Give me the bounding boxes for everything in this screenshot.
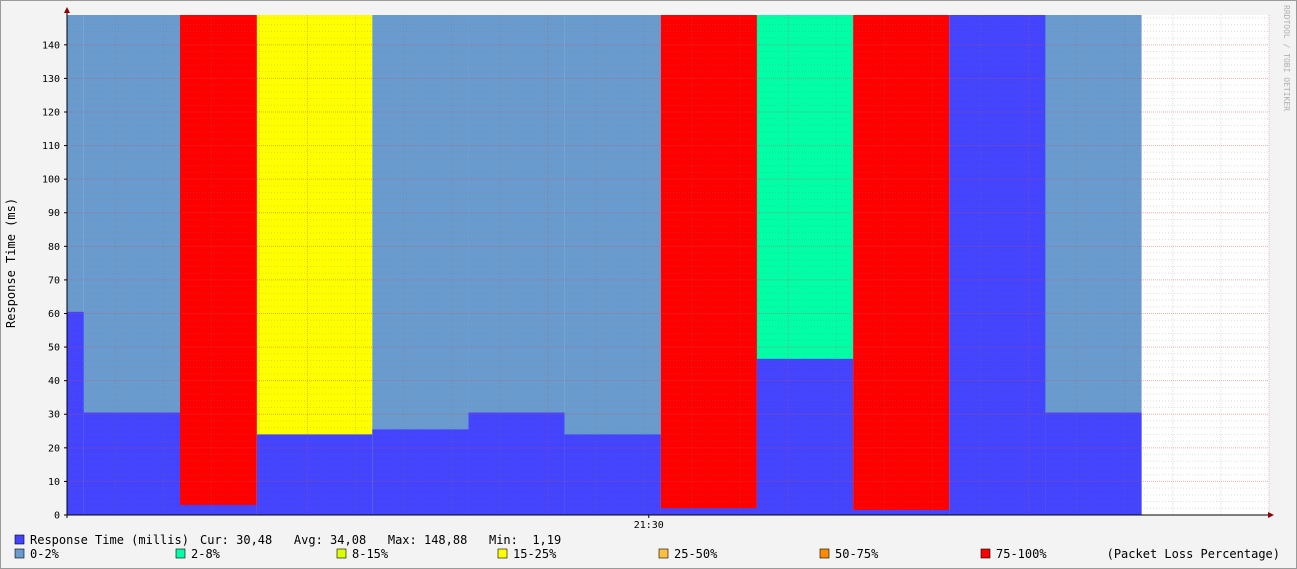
legend-swatch-response [14, 534, 25, 545]
legend-swatch-0-2% [14, 548, 25, 559]
response-bar-0 [67, 311, 84, 515]
legend-label-8-15%: 8-15% [352, 547, 389, 561]
y-tick-label-40: 40 [48, 376, 60, 387]
response-bar-2 [179, 504, 257, 515]
response-bar-6 [564, 434, 661, 515]
y-tick-label-90: 90 [48, 208, 60, 219]
response-bar-10 [949, 15, 1046, 515]
legend-label-0-2%: 0-2% [30, 547, 60, 561]
loss-bar-7 [660, 15, 757, 515]
legend-swatch-75-100% [980, 548, 991, 559]
packet-loss-legend: 0-2% 2-8% 8-15% 15-25% 25-50% 50-75% 75-100% [14, 547, 1047, 561]
loss-bar-6 [564, 15, 661, 515]
legend-response-stats: Cur: 30,48 Avg: 34,08 Max: 148,88 Min: 1… [200, 533, 561, 547]
loss-bar-3 [256, 15, 373, 515]
legend-label-15-25%: 15-25% [513, 547, 557, 561]
x-axis-arrow [1268, 512, 1274, 518]
legend-swatch-8-15% [336, 548, 347, 559]
response-bar-3 [256, 434, 373, 515]
response-bar-7 [660, 508, 757, 515]
y-tick-label-10: 10 [48, 477, 60, 488]
response-bar-11 [1045, 412, 1142, 515]
y-tick-label-20: 20 [48, 443, 60, 454]
legend-label-50-75%: 50-75% [835, 547, 879, 561]
y-axis-arrow [64, 7, 70, 13]
legend-label-25-50%: 25-50% [674, 547, 718, 561]
legend-loss-suffix: (Packet Loss Percentage) [1107, 547, 1280, 561]
y-tick-label-80: 80 [48, 242, 60, 253]
y-tick-label-120: 120 [42, 107, 60, 118]
y-tick-label-100: 100 [42, 175, 60, 186]
y-tick-label-70: 70 [48, 275, 60, 286]
chart-ticks: 0 10 20 30 40 50 60 70 80 90 100 110 120 130 140 21:30 [42, 40, 664, 531]
loss-bar-2 [179, 15, 257, 515]
legend-swatch-2-8% [175, 548, 186, 559]
y-tick-label-60: 60 [48, 309, 60, 320]
response-bar-8 [756, 358, 854, 515]
legend-label-75-100%: 75-100% [996, 547, 1047, 561]
y-axis-label: Response Time (ms) [4, 198, 18, 328]
rrdtool-watermark: RRDTOOL / TOBI OETIKER [1282, 5, 1291, 111]
x-tick-label-0: 21:30 [634, 520, 664, 531]
legend-response-name: Response Time (millis) [30, 533, 189, 547]
response-bar-9 [853, 509, 950, 515]
y-tick-label-30: 30 [48, 410, 60, 421]
y-tick-label-0: 0 [54, 511, 60, 522]
chart-axes [64, 7, 1274, 518]
chart-grid [66, 15, 1270, 515]
loss-bar-9 [853, 15, 950, 515]
y-tick-label-130: 130 [42, 74, 60, 85]
y-tick-label-110: 110 [42, 141, 60, 152]
legend-swatch-15-25% [497, 548, 508, 559]
legend-swatch-25-50% [658, 548, 669, 559]
legend-label-2-8%: 2-8% [191, 547, 221, 561]
chart-bars [67, 15, 1142, 515]
y-tick-label-140: 140 [42, 40, 60, 51]
legend-swatch-50-75% [819, 548, 830, 559]
response-bar-1 [83, 412, 180, 515]
response-bar-5 [468, 412, 565, 515]
response-bar-4 [372, 429, 469, 515]
y-tick-label-50: 50 [48, 343, 60, 354]
